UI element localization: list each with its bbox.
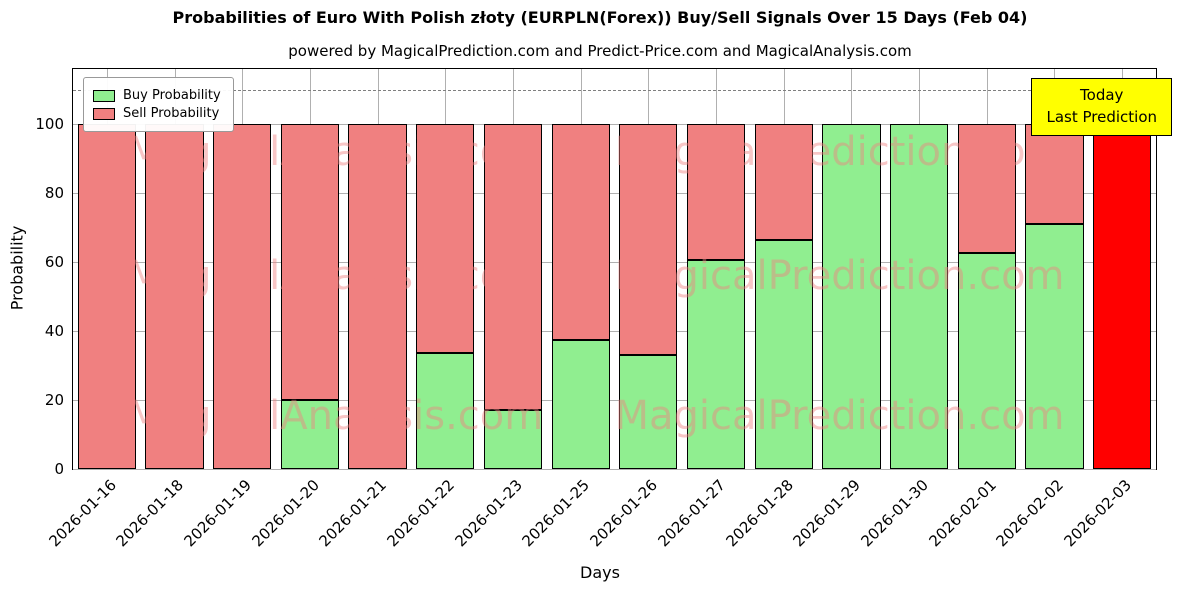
x-tick-label: 2026-01-26 [586,476,662,551]
buy-probability-bar [619,355,678,469]
today-annotation: Today Last Prediction [1031,78,1172,136]
sell-probability-bar [416,124,475,354]
sell-probability-bar [77,124,136,469]
buy-probability-bar [754,239,813,469]
gridline-horizontal [73,469,1156,470]
x-tick-label: 2026-01-22 [383,476,459,551]
sell-probability-bar [754,124,813,240]
legend: Buy Probability Sell Probability [83,77,234,132]
sell-probability-bar [145,124,204,469]
x-tick-label: 2026-01-25 [519,476,594,551]
x-tick-label: 2026-01-30 [857,476,932,551]
gridline-horizontal [73,331,1156,333]
sell-probability-bar [348,124,407,469]
x-tick-label: 2026-02-01 [925,476,1000,551]
sell-probability-bar [957,124,1016,254]
today-annotation-line1: Today [1080,86,1124,104]
sell-probability-bar [551,124,610,340]
sell-probability-bar [619,124,678,356]
chart-title: Probabilities of Euro With Polish złoty … [172,8,1028,27]
legend-label-buy: Buy Probability [123,88,221,103]
today-prediction-bar [1093,124,1152,469]
x-tick-label: 2026-02-03 [1060,476,1135,551]
buy-probability-bar [551,339,610,469]
x-tick-label: 2026-01-20 [248,476,323,551]
sell-probability-bar [213,124,272,469]
x-tick-label: 2026-01-18 [112,476,188,551]
buy-probability-bar [822,124,881,469]
gridline-horizontal [73,400,1156,402]
buy-probability-bar [686,260,746,469]
dashed-threshold-line [73,89,1156,91]
x-tick-label: 2026-01-19 [180,476,255,551]
x-tick-label: 2026-01-29 [789,476,865,551]
chart-subtitle: powered by MagicalPrediction.com and Pre… [288,42,912,60]
y-tick-label: 20 [44,391,64,410]
gridline-horizontal [73,124,1156,126]
buy-probability-bar [889,124,949,469]
y-tick-label: 100 [35,115,64,134]
x-tick-label: 2026-01-16 [45,476,120,551]
y-tick-label: 80 [44,184,64,203]
sell-probability-bar [686,124,746,261]
sell-probability-swatch [93,107,115,120]
legend-item-sell: Sell Probability [93,106,221,121]
sell-probability-bar [280,124,339,401]
buy-probability-bar [957,253,1016,469]
plot-area: Buy Probability Sell Probability 0 20 40 60… [35,68,1157,550]
x-tick-label: 2026-01-27 [654,476,729,551]
gridline-horizontal [73,193,1156,195]
y-tick-label: 40 [44,322,64,341]
sell-probability-bar [483,124,543,411]
x-tick-label: 2026-01-21 [315,476,391,551]
today-annotation-line2: Last Prediction [1046,107,1157,126]
buy-probability-bar [1025,224,1084,469]
x-tick-label: 2026-01-28 [722,476,797,551]
buy-probability-bar [280,400,339,469]
buy-probability-bar [483,410,543,469]
y-axis-label: Probability [7,225,27,311]
x-tick-label: 2026-01-23 [451,476,526,551]
y-tick-label: 60 [44,253,64,272]
sell-probability-bar [1025,124,1084,225]
y-tick-label: 0 [54,460,64,478]
gridline-horizontal [73,262,1156,264]
buy-probability-bar [416,353,475,469]
legend-label-sell: Sell Probability [123,106,220,121]
buy-probability-swatch [93,89,115,102]
x-tick-label: 2026-02-02 [992,476,1068,551]
x-axis-label: Days [580,563,620,582]
legend-item-buy: Buy Probability [93,88,221,103]
